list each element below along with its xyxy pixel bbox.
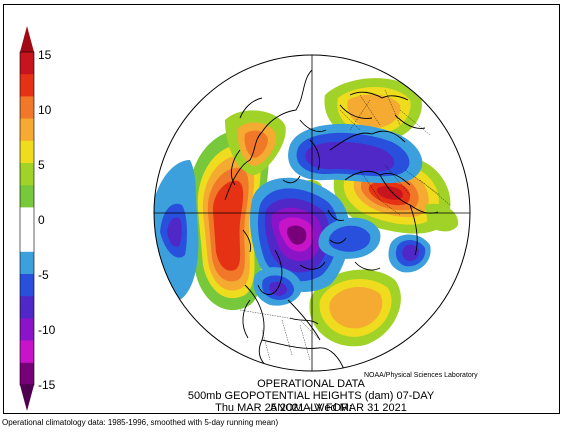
coastlines — [224, 69, 439, 371]
colorbar-segment — [20, 251, 34, 275]
colorbar-tick-label: 15 — [38, 48, 52, 62]
political-borders — [239, 89, 451, 361]
colorbar-segment — [20, 207, 34, 230]
colorbar-segment — [20, 296, 34, 319]
colorbar-tick-label: -15 — [38, 378, 56, 392]
colorbar-segment — [20, 318, 34, 341]
east-asia-ridge — [425, 203, 459, 232]
caption-line1: OPERATIONAL DATA — [257, 378, 365, 390]
north-pacific-ridge — [189, 129, 269, 311]
colorbar-segment — [20, 163, 34, 186]
alaska-ridge — [225, 110, 286, 175]
north-atlantic-ridge — [309, 269, 401, 347]
greenland-trough — [253, 267, 303, 306]
colorbar-tick-label: -5 — [38, 268, 49, 282]
globe-outline — [153, 54, 471, 372]
colorbar-tick-label: 0 — [38, 213, 45, 227]
asia-trough — [388, 234, 431, 273]
colorbar-top-arrow — [20, 26, 34, 52]
russia-trough — [288, 123, 423, 184]
siberia-trough — [318, 217, 381, 259]
colorbar-segment — [20, 118, 34, 142]
globe — [154, 55, 470, 371]
colorbar-segment — [20, 362, 34, 386]
caption-line2: 500mb GEOPOTENTIAL HEIGHTS (dam) 07-DAY … — [187, 390, 435, 414]
credit-label: NOAA/Physical Sciences Laboratory — [364, 372, 478, 379]
colorbar-segment — [20, 140, 34, 164]
colorbar-bottom-arrow — [20, 385, 34, 411]
colorbar-segment — [20, 274, 34, 297]
footnote: Operational climatology data: 1985-1996,… — [2, 418, 279, 427]
colorbar-tick-label: 5 — [38, 158, 45, 172]
colorbar-segment — [20, 340, 34, 364]
canada-trough — [250, 177, 350, 292]
graticule — [154, 55, 470, 371]
colorbar-tick-label: 10 — [38, 103, 52, 117]
colorbar-segment — [20, 229, 34, 253]
colorbar-segment — [20, 52, 34, 75]
colorbar — [19, 26, 35, 411]
colorbar-tick-label: -10 — [38, 323, 56, 337]
colorbar-segment — [20, 74, 34, 97]
colorbar-segment — [20, 185, 34, 208]
colorbar-segment — [20, 96, 34, 119]
caption-line3: Thu MAR 25 2021 - Wed MAR 31 2021 — [215, 402, 407, 414]
